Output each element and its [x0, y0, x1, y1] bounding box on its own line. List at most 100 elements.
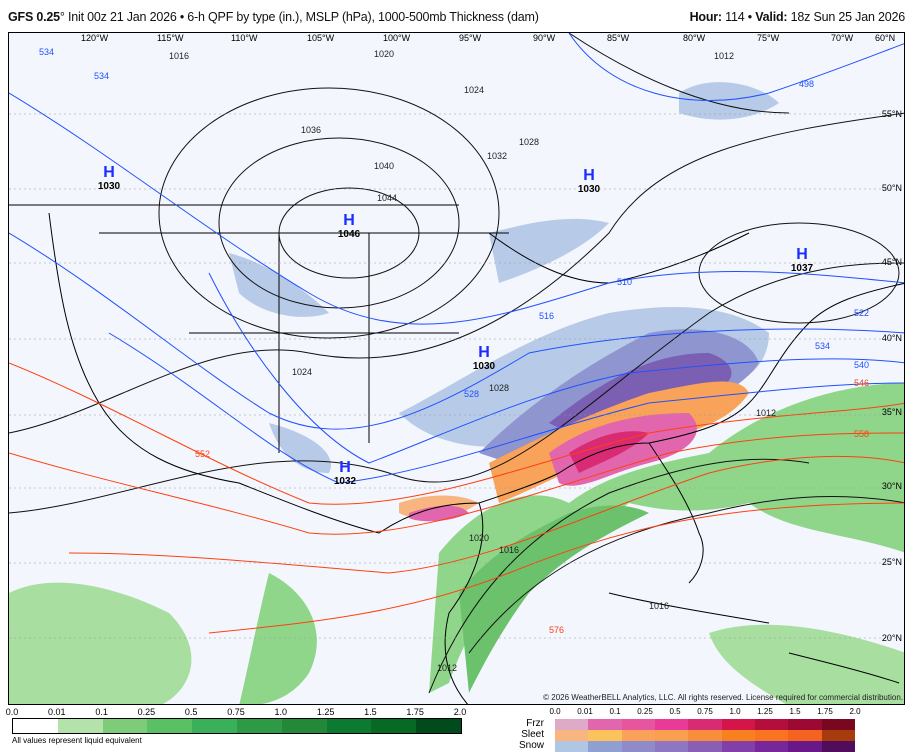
legend-swatch: [588, 741, 622, 752]
legend-swatch: [588, 719, 622, 730]
weather-map: 120°W 115°W 110°W 105°W 100°W 95°W 90°W 85°W 80°…: [8, 32, 905, 705]
high-pressure-center: H 1030: [464, 345, 504, 373]
thickness-label: 528: [464, 389, 480, 399]
legend-tick: 1.25: [757, 707, 773, 716]
legend-tick: 1.0: [729, 707, 741, 716]
legend-swatch: [621, 730, 655, 741]
legend-swatch: [416, 719, 461, 733]
longitude-label: 85°W: [607, 33, 630, 43]
legend-swatch: [588, 730, 622, 741]
legend-swatch: [555, 741, 589, 752]
high-letter: H: [796, 246, 808, 263]
legend-swatch: [654, 719, 689, 730]
legend-tick: 2.0: [453, 707, 467, 717]
thickness-label: 540: [854, 360, 870, 370]
high-pressure-value: 1030: [472, 361, 496, 372]
longitude-label: 115°W: [157, 33, 184, 43]
high-pressure-value: 1037: [790, 263, 814, 274]
isobar-label: 1012: [714, 51, 735, 61]
isobar-label: 1040: [374, 161, 395, 171]
legend-tick: 0.1: [95, 707, 108, 717]
copyright: © 2026 WeatherBELL Analytics, LLC. All r…: [543, 693, 903, 702]
ptype-label: Frzr: [526, 718, 544, 729]
legend-swatch: [821, 719, 855, 730]
isobar-label: 1012: [437, 663, 458, 673]
hour-value: 114 •: [721, 10, 756, 24]
high-pressure-center: H 1030: [569, 168, 609, 196]
high-letter: H: [339, 459, 351, 476]
longitude-label: 105°W: [307, 33, 335, 43]
high-pressure-center: H 1037: [782, 247, 822, 275]
legend-tick: 0.75: [697, 707, 713, 716]
thickness-label: 516: [539, 311, 555, 321]
legend-tick: 2.0: [849, 707, 861, 716]
valid-label: Valid:: [755, 10, 788, 24]
latitude-label: 50°N: [881, 183, 902, 193]
isobar-label: 1028: [519, 137, 540, 147]
legend-swatch: [654, 730, 689, 741]
legend-swatch: [147, 719, 193, 733]
legend-tick: 1.75: [406, 707, 424, 717]
high-pressure-center: H 1032: [325, 460, 365, 488]
legend-swatch: [721, 719, 755, 730]
legend-swatch: [326, 719, 372, 733]
latitude-label: 40°N: [881, 333, 902, 343]
isobar-label: 1020: [469, 533, 490, 543]
latitude-label: 55°N: [881, 109, 902, 119]
thickness-label: 546: [854, 378, 870, 388]
legend-swatch: [654, 741, 689, 752]
thickness-label: 522: [854, 308, 870, 318]
legend-swatch: [688, 741, 722, 752]
snow-areas: [229, 82, 779, 473]
thickness-label: 498: [799, 79, 815, 89]
longitude-label: 75°W: [757, 33, 780, 43]
legend-tick: 0.0: [549, 707, 561, 716]
thickness-label: 558: [854, 429, 870, 439]
longitude-label: 60°N: [875, 33, 896, 43]
map-graphics: [9, 33, 904, 704]
ptype-color-row: [555, 741, 855, 752]
legend-swatch: [754, 719, 789, 730]
legend-tick: 0.75: [227, 707, 245, 717]
thickness-label: 534: [39, 47, 55, 57]
model-name: GFS 0.25: [8, 10, 60, 24]
high-pressure-value: 1030: [577, 184, 601, 195]
legend-note: All values represent liquid equivalent: [12, 736, 142, 745]
legend-swatch: [788, 741, 822, 752]
legend-swatch: [555, 719, 589, 730]
legend-tick: 0.25: [637, 707, 653, 716]
latitude-label: 25°N: [881, 557, 902, 567]
isobar-label: 1024: [292, 367, 313, 377]
ptype-color-row: [555, 719, 855, 730]
isobar-label: 1020: [374, 49, 395, 59]
valid-value: 18z Sun 25 Jan 2026: [787, 10, 906, 24]
longitude-label: 110°W: [231, 33, 258, 43]
latitude-label: 35°N: [881, 407, 902, 417]
longitude-label: 80°W: [683, 33, 706, 43]
legend-swatch: [192, 719, 237, 733]
high-letter: H: [103, 164, 115, 181]
latitude-label: 45°N: [881, 257, 902, 267]
legend-tick: 1.75: [817, 707, 833, 716]
legend-swatch: [788, 719, 822, 730]
legend-swatch: [721, 741, 755, 752]
legend-swatch: [688, 730, 722, 741]
ptype-legend-ticks: 0.0 0.01 0.1 0.25 0.5 0.75 1.0 1.25 1.5 1.75 2.0: [549, 707, 860, 718]
legend-tick: 1.5: [789, 707, 801, 716]
high-letter: H: [343, 212, 355, 229]
degree-sign: °: [59, 10, 65, 24]
legend-swatch: [788, 730, 822, 741]
longitude-label: 90°W: [533, 33, 556, 43]
legend-tick: 0.5: [669, 707, 681, 716]
latitude-label: 20°N: [881, 633, 902, 643]
legend-tick: 1.25: [316, 707, 335, 717]
init-description: Init 00z 21 Jan 2026 • 6-h QPF by type (…: [64, 10, 539, 24]
legend-tick: 0.5: [184, 707, 198, 717]
legend-swatch: [721, 730, 755, 741]
thickness-label: 576: [549, 625, 565, 635]
isobar-label: 1016: [169, 51, 190, 61]
high-pressure-center: H 1046: [329, 213, 369, 241]
legend-swatch: [57, 719, 103, 733]
rain-legend: 0.0 0.01 0.1 0.25 0.5 0.75 1.0 1.25 1.5 1.75 2.0 A…: [6, 707, 467, 746]
isobar-label: 1044: [377, 193, 398, 203]
